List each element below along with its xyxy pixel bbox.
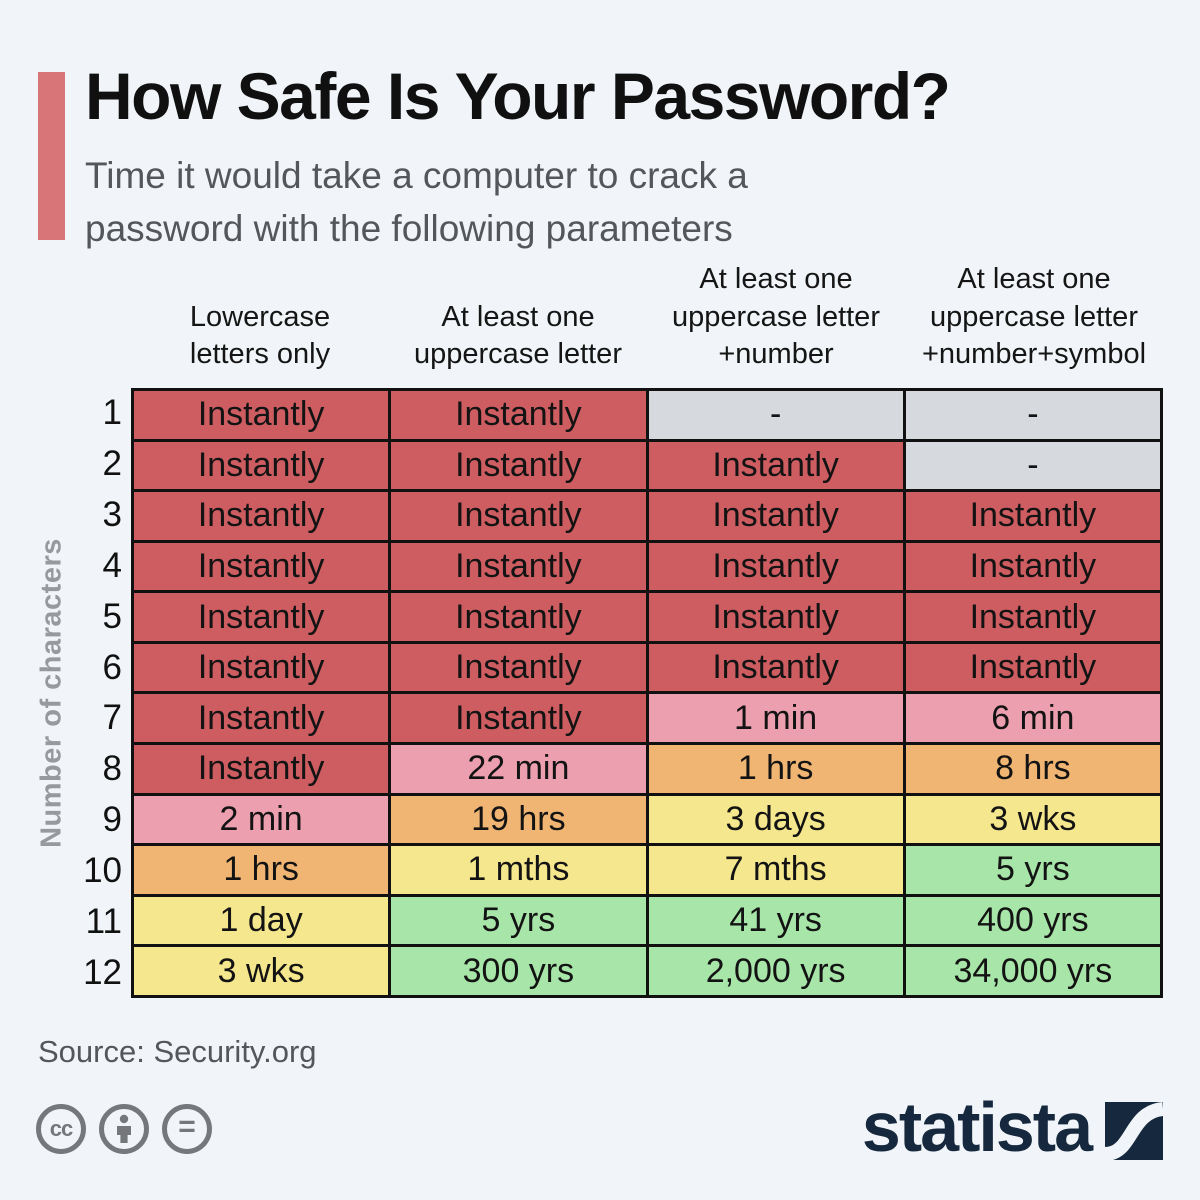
table-row: 2 min 19 hrs 3 days 3 wks bbox=[130, 792, 1164, 847]
license-icons: cc = bbox=[36, 1104, 212, 1154]
row-label: 11 bbox=[85, 901, 122, 941]
table-cell: Instantly bbox=[130, 742, 392, 796]
table-cell: 1 hrs bbox=[130, 843, 392, 897]
table-cell: Instantly bbox=[645, 489, 906, 543]
table-cell: Instantly bbox=[130, 539, 392, 594]
column-header: At least one uppercase letter +number bbox=[672, 262, 880, 371]
title-accent-bar bbox=[38, 72, 65, 240]
row-label: 3 bbox=[102, 495, 122, 535]
table-cell: Instantly bbox=[645, 539, 906, 594]
table-cell: Instantly bbox=[902, 489, 1164, 543]
table-cell: 400 yrs bbox=[902, 893, 1164, 948]
table-row: Instantly Instantly Instantly Instantly bbox=[130, 539, 1164, 594]
person-glyph bbox=[117, 1114, 131, 1143]
table-cell: 1 mths bbox=[388, 843, 649, 897]
table-cell: 41 yrs bbox=[645, 893, 906, 948]
table-cell: 34,000 yrs bbox=[902, 944, 1164, 998]
table-cell: 6 min bbox=[902, 691, 1164, 746]
table-cell: Instantly bbox=[902, 539, 1164, 594]
row-label: 2 bbox=[102, 444, 122, 484]
table-row: Instantly Instantly Instantly Instantly bbox=[130, 489, 1164, 543]
row-label: 5 bbox=[102, 596, 122, 636]
table-cell: Instantly bbox=[388, 388, 649, 442]
table-row: 1 hrs 1 mths 7 mths 5 yrs bbox=[130, 843, 1164, 897]
table-cell: Instantly bbox=[902, 640, 1164, 695]
page-title: How Safe Is Your Password? bbox=[85, 59, 951, 133]
table-cell: - bbox=[645, 388, 906, 442]
table-cell: Instantly bbox=[388, 489, 649, 543]
statista-wordmark: statista bbox=[861, 1088, 1093, 1166]
cc-icon: cc bbox=[36, 1104, 86, 1154]
table-cell: 2 min bbox=[130, 792, 392, 847]
table-cell: Instantly bbox=[388, 640, 649, 695]
table-row: Instantly Instantly Instantly Instantly bbox=[130, 640, 1164, 695]
table-cell: Instantly bbox=[388, 590, 649, 644]
row-label: 6 bbox=[102, 647, 122, 687]
row-labels: 1 2 3 4 5 6 7 8 9 10 11 12 bbox=[60, 388, 122, 998]
row-label: 10 bbox=[83, 850, 122, 890]
row-label: 8 bbox=[102, 749, 122, 789]
table-cell: 7 mths bbox=[645, 843, 906, 897]
table-cell: 1 min bbox=[645, 691, 906, 746]
table-cell: 300 yrs bbox=[388, 944, 649, 998]
table-cell: Instantly bbox=[388, 438, 649, 493]
table-cell: 3 wks bbox=[130, 944, 392, 998]
row-label: 7 bbox=[102, 698, 122, 738]
table-cell: 5 yrs bbox=[388, 893, 649, 948]
table-cell: Instantly bbox=[130, 438, 392, 493]
table-cell: 1 hrs bbox=[645, 742, 906, 796]
table-row: Instantly Instantly - - bbox=[130, 388, 1164, 442]
table-row: Instantly 22 min 1 hrs 8 hrs bbox=[130, 742, 1164, 796]
table-cell: Instantly bbox=[645, 590, 906, 644]
table-cell: Instantly bbox=[130, 489, 392, 543]
page-subtitle: Time it would take a computer to crack a… bbox=[85, 155, 748, 249]
row-label: 12 bbox=[83, 952, 122, 992]
table-row: Instantly Instantly Instantly Instantly bbox=[130, 590, 1164, 644]
table-cell: Instantly bbox=[130, 388, 392, 442]
table-cell: Instantly bbox=[645, 640, 906, 695]
table-row: Instantly Instantly Instantly - bbox=[130, 438, 1164, 493]
row-label: 1 bbox=[102, 393, 122, 433]
statista-logo-mark bbox=[1105, 1102, 1163, 1160]
table-cell: 5 yrs bbox=[902, 843, 1164, 897]
equals-icon: = bbox=[162, 1104, 212, 1154]
table-cell: Instantly bbox=[388, 539, 649, 594]
table-row: 3 wks 300 yrs 2,000 yrs 34,000 yrs bbox=[130, 944, 1164, 998]
table-cell: Instantly bbox=[130, 640, 392, 695]
table-cell: 3 wks bbox=[902, 792, 1164, 847]
table-cell: - bbox=[902, 388, 1164, 442]
row-label: 9 bbox=[102, 800, 122, 840]
table-cell: Instantly bbox=[130, 691, 392, 746]
table-row: 1 day 5 yrs 41 yrs 400 yrs bbox=[130, 893, 1164, 948]
table-cell: Instantly bbox=[130, 590, 392, 644]
table-cell: Instantly bbox=[902, 590, 1164, 644]
statista-logo: statista bbox=[862, 1092, 1163, 1166]
table-cell: 2,000 yrs bbox=[645, 944, 906, 998]
table-cell: 19 hrs bbox=[388, 792, 649, 847]
table-cell: 1 day bbox=[130, 893, 392, 948]
table-cell: - bbox=[902, 438, 1164, 493]
row-label: 4 bbox=[102, 545, 122, 585]
attribution-icon bbox=[99, 1104, 149, 1154]
crack-time-table: Instantly Instantly - - Instantly Instantly In… bbox=[130, 388, 1164, 998]
column-headers: Lowercase letters only At least one upper… bbox=[131, 262, 1163, 380]
table-cell: 8 hrs bbox=[902, 742, 1164, 796]
table-cell: 3 days bbox=[645, 792, 906, 847]
source-text: Source: Security.org bbox=[38, 1034, 317, 1069]
table-cell: Instantly bbox=[645, 438, 906, 493]
table-row: Instantly Instantly 1 min 6 min bbox=[130, 691, 1164, 746]
column-header: Lowercase letters only bbox=[189, 300, 331, 371]
column-header: At least one uppercase letter +number+sy… bbox=[921, 262, 1147, 371]
crack-time-table-body: Instantly Instantly - - Instantly Instantly In… bbox=[130, 388, 1164, 998]
table-cell: 22 min bbox=[388, 742, 649, 796]
column-header: At least one uppercase letter bbox=[414, 300, 622, 371]
table-cell: Instantly bbox=[388, 691, 649, 746]
